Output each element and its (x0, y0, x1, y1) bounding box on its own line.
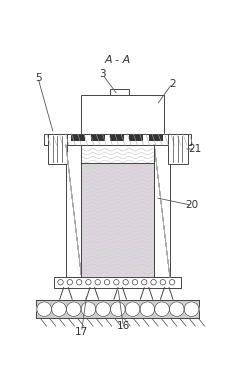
Circle shape (125, 302, 139, 317)
Text: 16: 16 (116, 321, 129, 331)
Bar (168, 134, 187, 164)
Bar (36, 300, 198, 319)
Bar (90, 135, 104, 141)
Text: 20: 20 (184, 200, 197, 210)
Bar (129, 135, 143, 141)
Bar (44, 134, 191, 145)
Bar (66, 145, 81, 277)
Bar (154, 145, 169, 277)
Circle shape (169, 302, 183, 317)
Circle shape (154, 302, 169, 317)
Bar (81, 95, 164, 134)
Bar (81, 145, 154, 277)
Circle shape (66, 302, 81, 317)
Bar (81, 145, 154, 163)
Circle shape (183, 302, 198, 317)
Text: 21: 21 (188, 144, 201, 154)
Circle shape (37, 302, 51, 317)
Bar (54, 277, 181, 288)
Circle shape (95, 302, 110, 317)
Bar (48, 134, 67, 164)
Text: 17: 17 (74, 327, 88, 337)
Bar (110, 89, 129, 95)
Circle shape (51, 302, 66, 317)
Circle shape (139, 302, 154, 317)
Text: A - A: A - A (104, 55, 131, 65)
Bar (148, 135, 162, 141)
Text: 5: 5 (35, 73, 41, 83)
Circle shape (110, 302, 125, 317)
Bar (71, 135, 85, 141)
Bar (110, 135, 123, 141)
Circle shape (81, 302, 95, 317)
Text: 2: 2 (168, 79, 175, 89)
Text: 3: 3 (99, 69, 105, 79)
